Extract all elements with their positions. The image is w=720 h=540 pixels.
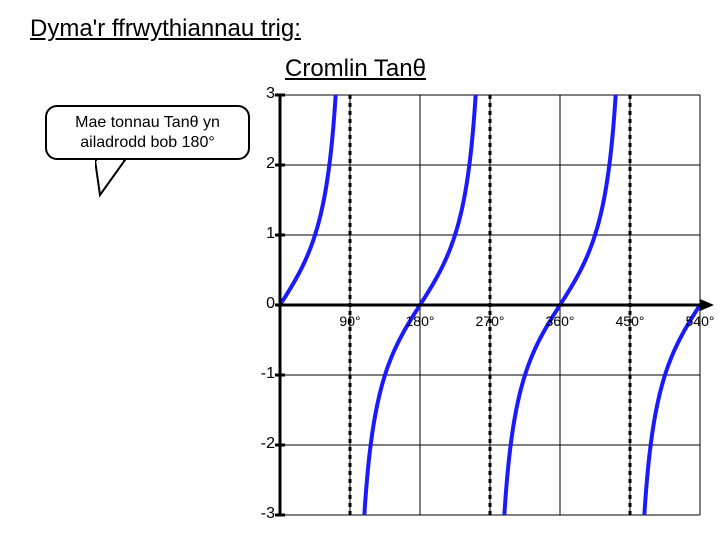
x-tick-label: 180°: [406, 313, 435, 329]
x-tick-label: 360°: [546, 313, 575, 329]
y-tick-label: -1: [245, 365, 275, 383]
callout-text: Mae tonnau Tanθ yn ailadrodd bob 180°: [53, 113, 242, 153]
y-tick-label: 0: [245, 295, 275, 313]
x-tick-label: 450°: [616, 313, 645, 329]
y-tick-label: 2: [245, 155, 275, 173]
slide-heading: Dyma'r ffrwythiannau trig:: [30, 15, 301, 43]
chart-svg: [280, 95, 720, 517]
callout-tail: [95, 160, 145, 200]
x-tick-label: 540°: [686, 313, 715, 329]
callout-bubble: Mae tonnau Tanθ yn ailadrodd bob 180°: [45, 105, 250, 160]
slide-subheading: Cromlin Tanθ: [285, 55, 426, 83]
tan-chart: -3-2-10123 90°180°270°360°450°540°: [280, 95, 720, 522]
y-tick-label: 1: [245, 225, 275, 243]
y-tick-label: -3: [245, 505, 275, 523]
x-tick-label: 90°: [339, 313, 360, 329]
y-tick-label: 3: [245, 85, 275, 103]
x-tick-label: 270°: [476, 313, 505, 329]
y-tick-label: -2: [245, 435, 275, 453]
